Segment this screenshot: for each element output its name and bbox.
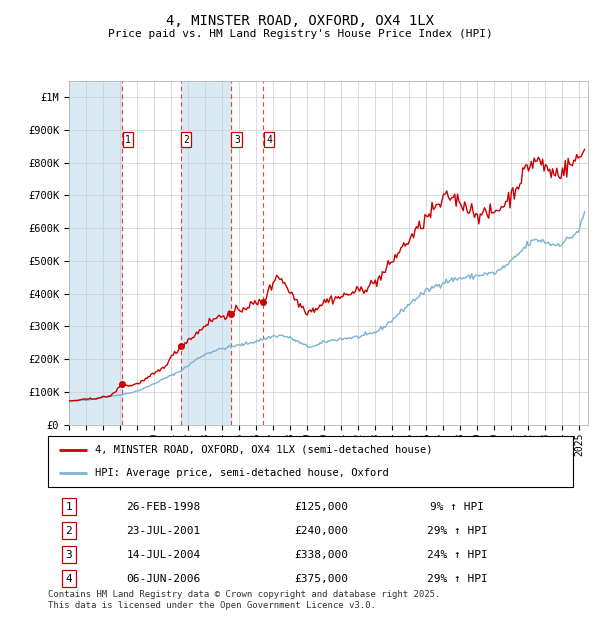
Text: 2: 2 bbox=[183, 135, 189, 144]
Text: 1: 1 bbox=[65, 502, 73, 512]
Text: Contains HM Land Registry data © Crown copyright and database right 2025.
This d: Contains HM Land Registry data © Crown c… bbox=[48, 590, 440, 609]
Text: £338,000: £338,000 bbox=[294, 550, 348, 560]
Text: £125,000: £125,000 bbox=[294, 502, 348, 512]
Bar bbox=[181, 81, 232, 425]
Text: £240,000: £240,000 bbox=[294, 526, 348, 536]
Text: 26-FEB-1998: 26-FEB-1998 bbox=[127, 502, 200, 512]
Text: 3: 3 bbox=[234, 135, 240, 144]
Text: 24% ↑ HPI: 24% ↑ HPI bbox=[427, 550, 488, 560]
Text: 9% ↑ HPI: 9% ↑ HPI bbox=[431, 502, 485, 512]
Text: HPI: Average price, semi-detached house, Oxford: HPI: Average price, semi-detached house,… bbox=[95, 468, 389, 478]
Text: 4: 4 bbox=[65, 574, 73, 583]
Text: 3: 3 bbox=[65, 550, 73, 560]
Text: 4: 4 bbox=[266, 135, 272, 144]
Text: Price paid vs. HM Land Registry's House Price Index (HPI): Price paid vs. HM Land Registry's House … bbox=[107, 29, 493, 39]
Text: 4, MINSTER ROAD, OXFORD, OX4 1LX (semi-detached house): 4, MINSTER ROAD, OXFORD, OX4 1LX (semi-d… bbox=[95, 445, 433, 454]
Text: 14-JUL-2004: 14-JUL-2004 bbox=[127, 550, 200, 560]
Text: 4, MINSTER ROAD, OXFORD, OX4 1LX: 4, MINSTER ROAD, OXFORD, OX4 1LX bbox=[166, 14, 434, 28]
Text: £375,000: £375,000 bbox=[294, 574, 348, 583]
Text: 2: 2 bbox=[65, 526, 73, 536]
Text: 1: 1 bbox=[125, 135, 131, 144]
Bar bbox=[69, 81, 122, 425]
FancyBboxPatch shape bbox=[48, 436, 573, 487]
Text: 29% ↑ HPI: 29% ↑ HPI bbox=[427, 526, 488, 536]
Text: 29% ↑ HPI: 29% ↑ HPI bbox=[427, 574, 488, 583]
Text: 23-JUL-2001: 23-JUL-2001 bbox=[127, 526, 200, 536]
Text: 06-JUN-2006: 06-JUN-2006 bbox=[127, 574, 200, 583]
